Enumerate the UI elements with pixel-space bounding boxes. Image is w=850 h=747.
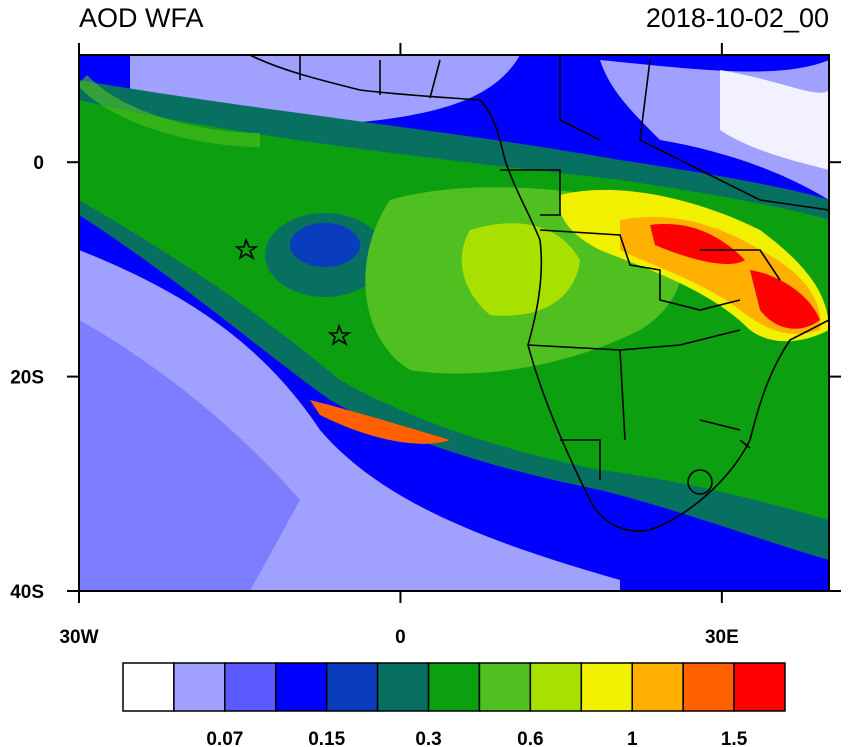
colorbar-box	[173, 662, 226, 712]
colorbar-box	[325, 662, 379, 712]
lat-tick-label: 20S	[10, 368, 44, 389]
lat-tick-label: 40S	[10, 582, 44, 603]
title: AOD WFA	[79, 3, 204, 33]
colorbar-box	[122, 662, 175, 712]
colorbar-label: 0.07	[206, 729, 243, 747]
colorbar-box	[733, 662, 786, 712]
colorbar-box	[376, 662, 430, 712]
lon-tick-label: 30E	[705, 627, 739, 648]
colorbar-label: 0.15	[308, 729, 345, 747]
colorbar-box	[631, 662, 684, 712]
colorbar-box	[427, 662, 481, 712]
lat-tick-label: 0	[33, 153, 44, 174]
timestamp: 2018-10-02_00	[646, 3, 829, 33]
colorbar-label: 0.6	[517, 729, 543, 747]
colorbar-label: 1.5	[721, 729, 748, 747]
colorbar-box	[275, 662, 328, 712]
lon-tick-label: 0	[395, 627, 406, 648]
colorbar-label: 1	[627, 729, 638, 747]
aod-field	[79, 55, 829, 591]
colorbar-label: 0.3	[415, 729, 441, 747]
lon-tick-label: 30W	[59, 627, 98, 648]
colorbar-box	[529, 662, 583, 712]
colorbar-box	[224, 662, 277, 712]
colorbar-box	[580, 662, 633, 712]
plot-frame	[78, 54, 830, 592]
colorbar-box	[478, 662, 532, 712]
colorbar-box	[682, 662, 735, 712]
